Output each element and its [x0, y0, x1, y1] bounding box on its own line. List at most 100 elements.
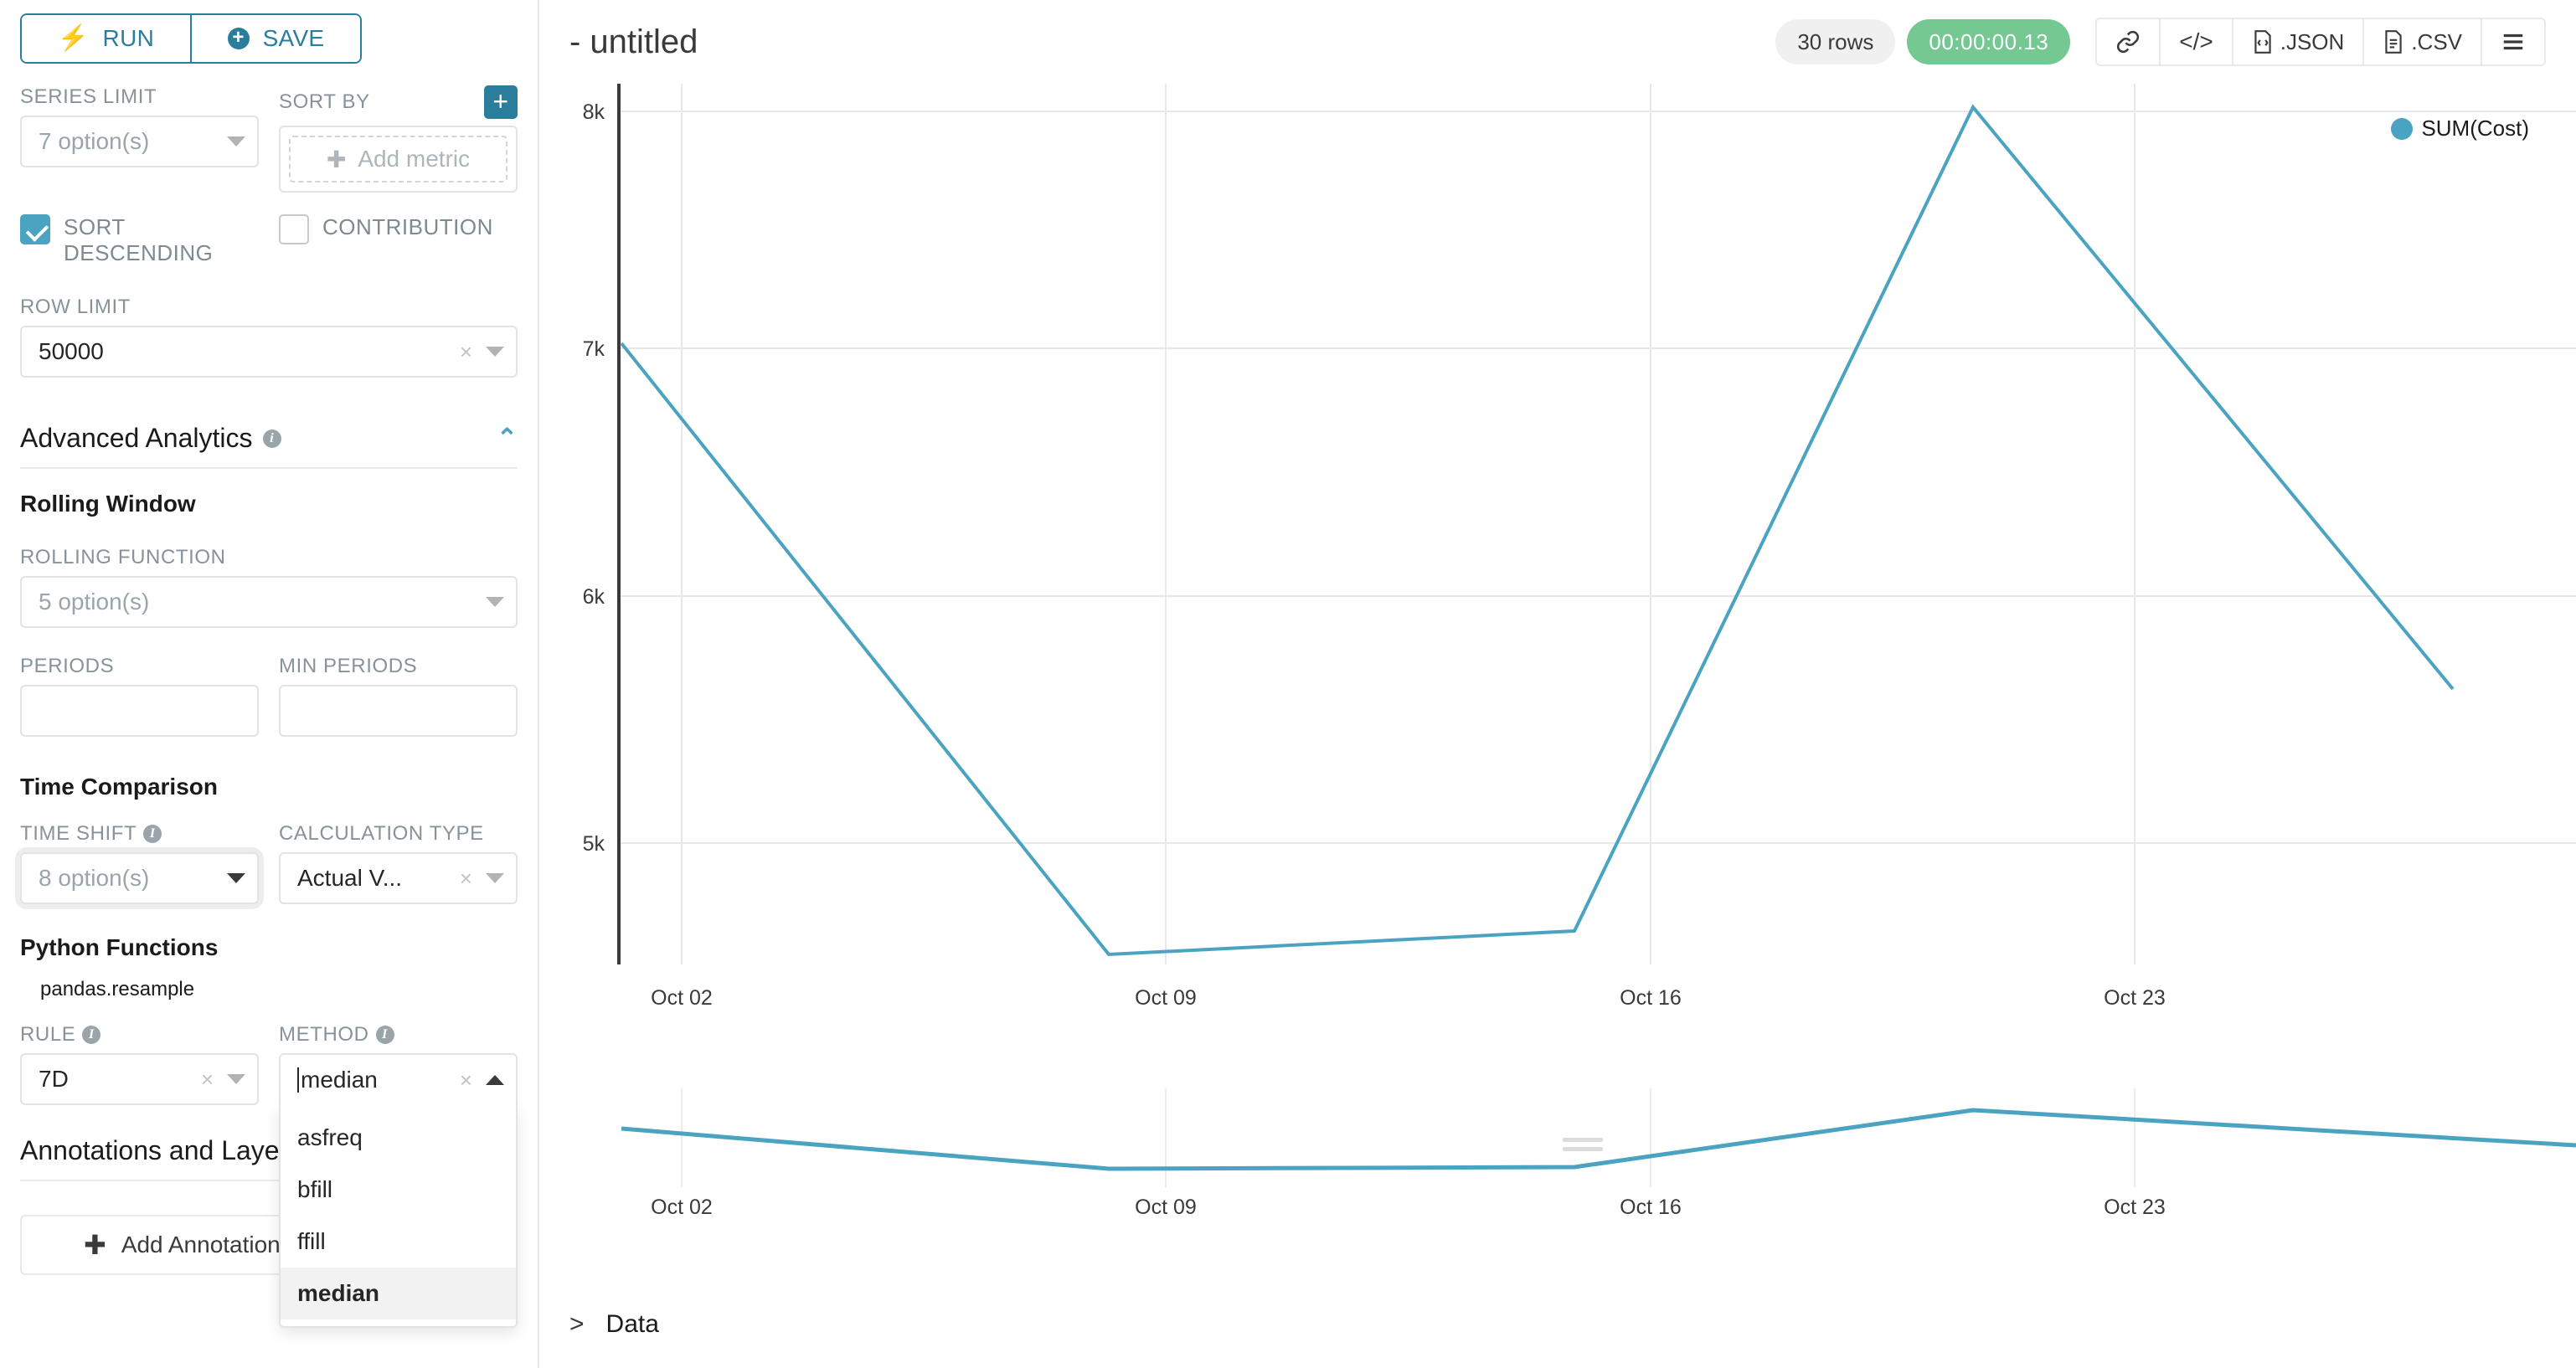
overview-xtick-oct23: Oct 23 — [2104, 1196, 2166, 1219]
chevron-right-icon[interactable]: > — [569, 1310, 585, 1338]
calculation-type-field: CALCULATION TYPE Actual V... × — [279, 822, 518, 905]
method-options-list: asfreq bfill ffill median — [279, 1105, 518, 1329]
method-option-median[interactable]: median — [281, 1268, 516, 1320]
time-shift-label: TIME SHIFT i — [20, 822, 259, 846]
save-button-label: SAVE — [262, 25, 325, 51]
advanced-analytics-label: Advanced Analytics — [20, 423, 253, 454]
contribution-checkbox-row[interactable]: CONTRIBUTION — [279, 214, 518, 244]
rule-value: 7D — [39, 1066, 69, 1093]
series-limit-label: SERIES LIMIT — [20, 85, 157, 108]
info-icon[interactable]: i — [143, 825, 162, 844]
chevron-down-icon — [227, 136, 245, 147]
pandas-resample-label: pandas.resample — [40, 978, 195, 1001]
rolling-function-label: ROLLING FUNCTION — [20, 546, 226, 569]
bolt-icon: ⚡ — [57, 24, 90, 52]
rule-field: RULE i 7D × — [20, 1023, 259, 1106]
json-export-button[interactable]: .JSON — [2231, 19, 2363, 64]
add-annotation-layer-label: Add Annotation L — [121, 1232, 301, 1258]
run-button-label: RUN — [102, 25, 155, 51]
method-dropdown: median × asfreq bfill ffill median — [279, 1053, 518, 1329]
xtick-oct02: Oct 02 — [651, 986, 713, 1010]
add-metric-target[interactable]: ✚ Add metric — [289, 136, 507, 183]
range-selector-chart[interactable]: Oct 02 Oct 09 Oct 16 Oct 23 — [539, 1088, 2576, 1247]
contribution-label: CONTRIBUTION — [322, 214, 493, 239]
csv-export-button[interactable]: .CSV — [2362, 19, 2481, 64]
method-value: median — [301, 1067, 378, 1093]
data-collapse-panel[interactable]: > Data — [569, 1281, 659, 1368]
info-icon[interactable]: i — [82, 1026, 101, 1045]
clear-icon[interactable]: × — [200, 1066, 214, 1092]
info-icon[interactable]: i — [262, 429, 281, 448]
info-icon[interactable]: i — [375, 1026, 394, 1045]
xtick-oct09: Oct 09 — [1135, 986, 1197, 1010]
rolling-function-value: 5 option(s) — [39, 589, 150, 615]
sort-descending-checkbox-row[interactable]: SORT DESCENDING — [20, 214, 259, 265]
calculation-type-select[interactable]: Actual V... × — [279, 852, 518, 905]
legend-color-swatch — [2391, 117, 2414, 140]
chart-header: - untitled 30 rows 00:00:00.13 </> — [539, 0, 2576, 84]
overview-series-line — [621, 1108, 2576, 1171]
method-label-text: METHOD — [279, 1023, 369, 1047]
periods-field: PERIODS — [20, 655, 259, 738]
time-shift-select[interactable]: 8 option(s) — [20, 852, 259, 905]
chevron-down-icon — [486, 597, 504, 608]
sort-descending-label: SORT DESCENDING — [64, 214, 214, 265]
code-icon-button[interactable]: </> — [2159, 19, 2232, 64]
drag-bar — [1563, 1147, 1603, 1151]
sort-descending-checkbox[interactable] — [20, 214, 50, 244]
time-shift-value: 8 option(s) — [39, 865, 150, 892]
plus-icon: ✚ — [326, 146, 347, 172]
text-cursor — [297, 1067, 299, 1093]
clear-icon[interactable]: × — [459, 1067, 472, 1093]
sort-by-header: SORT BY + — [279, 85, 518, 119]
save-button[interactable]: + SAVE — [190, 15, 360, 62]
method-option-bfill[interactable]: bfill — [297, 1176, 333, 1203]
time-comparison-subheader: Time Comparison — [20, 774, 218, 800]
contribution-checkbox[interactable] — [279, 214, 309, 244]
annotations-and-layers-header[interactable]: Annotations and Laye — [20, 1135, 518, 1166]
chevron-up-icon[interactable]: ⌃ — [496, 424, 518, 453]
series-limit-field: SERIES LIMIT 7 option(s) — [20, 85, 259, 193]
row-limit-value: 50000 — [39, 338, 104, 365]
python-functions-subheader: Python Functions — [20, 934, 219, 961]
method-option-ffill[interactable]: ffill — [297, 1228, 326, 1255]
resize-drag-handle[interactable] — [1563, 1138, 1603, 1156]
add-metric-label: Add metric — [358, 146, 471, 172]
min-periods-field: MIN PERIODS — [279, 655, 518, 738]
run-button[interactable]: ⚡ RUN — [22, 15, 190, 62]
method-field: METHOD i median × asfreq bfill ffill med… — [279, 1023, 518, 1329]
main-line-chart: 8k 7k 6k 5k Oct 02 Oct 09 Oct 16 Oct 23 — [583, 84, 2576, 1010]
link-icon-button[interactable] — [2097, 19, 2160, 64]
series-line-sum-cost — [620, 104, 2455, 957]
clear-icon[interactable]: × — [459, 865, 472, 891]
row-limit-select[interactable]: 50000 × — [20, 326, 518, 378]
divider — [20, 1180, 518, 1182]
min-periods-label: MIN PERIODS — [279, 655, 418, 678]
run-save-button-group: ⚡ RUN + SAVE — [20, 13, 362, 64]
method-select-input[interactable]: median × — [279, 1053, 518, 1106]
series-limit-value: 7 option(s) — [39, 128, 150, 154]
calculation-type-value: Actual V... — [297, 865, 403, 892]
sort-by-dropzone[interactable]: ✚ Add metric — [279, 126, 518, 193]
more-menu-button[interactable] — [2481, 19, 2544, 64]
min-periods-input[interactable] — [279, 685, 518, 738]
advanced-analytics-section-header[interactable]: Advanced Analytics i ⌃ — [20, 423, 518, 454]
ytick-8k: 8k — [583, 100, 605, 124]
time-shift-field: TIME SHIFT i 8 option(s) — [20, 822, 259, 905]
chart-legend[interactable]: SUM(Cost) — [2391, 116, 2529, 141]
csv-file-icon — [2385, 30, 2402, 54]
calculation-type-label: CALCULATION TYPE — [279, 822, 484, 846]
csv-export-label: .CSV — [2411, 28, 2462, 54]
series-limit-select[interactable]: 7 option(s) — [20, 116, 259, 167]
clear-icon[interactable]: × — [459, 338, 472, 364]
page-title: - untitled — [569, 23, 698, 60]
periods-label: PERIODS — [20, 655, 115, 678]
duration-badge: 00:00:00.13 — [1907, 19, 2071, 64]
periods-input[interactable] — [20, 685, 259, 738]
add-sort-metric-button[interactable]: + — [484, 85, 518, 119]
method-option-asfreq[interactable]: asfreq — [297, 1124, 363, 1151]
rolling-function-select[interactable]: 5 option(s) — [20, 576, 518, 629]
row-limit-field: ROW LIMIT 50000 × — [20, 296, 518, 378]
rule-select[interactable]: 7D × — [20, 1053, 259, 1106]
data-panel-label: Data — [605, 1310, 659, 1338]
